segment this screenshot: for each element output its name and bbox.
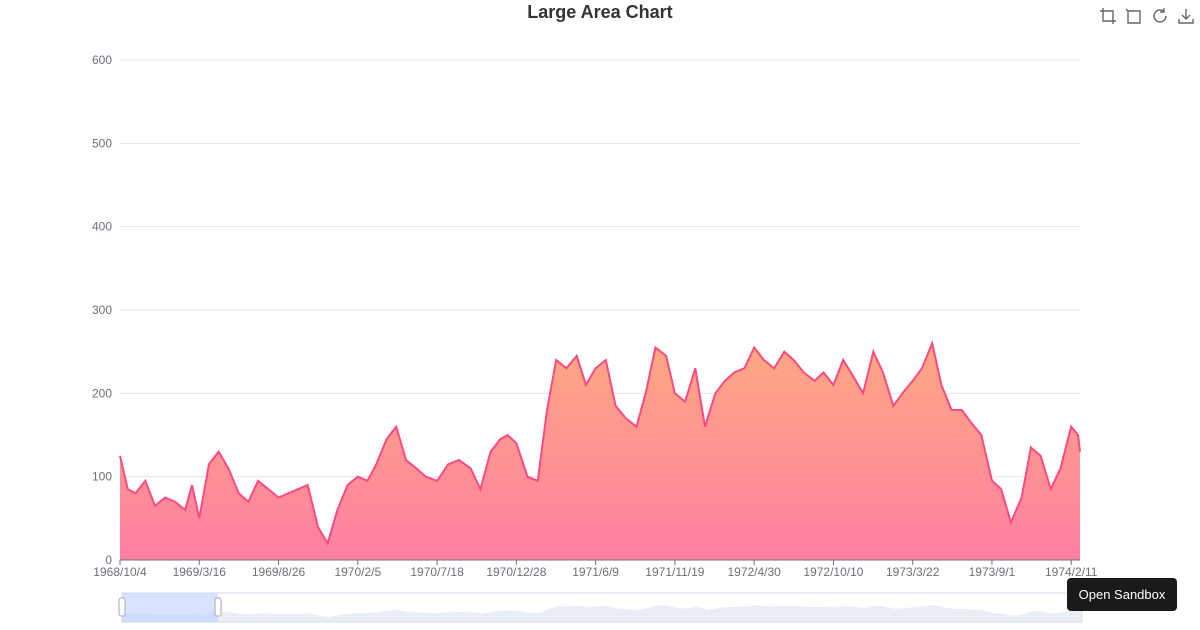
- zoom-reset-icon[interactable]: [1124, 6, 1144, 26]
- y-tick-label: 500: [92, 136, 112, 150]
- x-tick-label: 1971/11/19: [645, 565, 704, 579]
- x-tick-label: 1973/9/1: [969, 565, 1016, 579]
- x-tick-label: 1974/2/11: [1045, 565, 1098, 579]
- y-tick-label: 400: [92, 220, 112, 234]
- y-tick-label: 200: [92, 386, 112, 400]
- x-tick-label: 1970/12/28: [486, 565, 546, 579]
- chart-toolbox: [1098, 6, 1196, 26]
- area-series-line: [119, 339, 1081, 546]
- zoom-icon[interactable]: [1098, 6, 1118, 26]
- x-tick-label: 1970/2/5: [334, 565, 381, 579]
- y-tick-label: 300: [92, 303, 112, 317]
- x-tick-label: 1970/7/18: [410, 565, 464, 579]
- x-tick-label: 1972/4/30: [727, 565, 781, 579]
- data-zoom-shadow: [122, 605, 1082, 622]
- data-zoom-selected-range[interactable]: [122, 593, 218, 622]
- data-zoom-handle-right[interactable]: [214, 597, 222, 617]
- open-sandbox-button[interactable]: Open Sandbox: [1067, 578, 1177, 611]
- x-tick-label: 1969/3/16: [173, 565, 227, 579]
- y-tick-label: 0: [105, 553, 112, 567]
- data-zoom-handle-left[interactable]: [118, 597, 126, 617]
- save-image-icon[interactable]: [1176, 6, 1196, 26]
- area-series-fill: [120, 343, 1080, 560]
- x-tick-label: 1969/8/26: [252, 565, 306, 579]
- restore-icon[interactable]: [1150, 6, 1170, 26]
- y-axis: 0 100 200 300 400 500 600: [92, 53, 112, 567]
- x-tick-label: 1971/6/9: [572, 565, 619, 579]
- data-zoom-slider[interactable]: [118, 592, 1083, 623]
- chart-title: Large Area Chart: [527, 2, 673, 22]
- x-axis: 1968/10/4 1969/3/16 1969/8/26 1970/2/5 1970/…: [93, 560, 1098, 579]
- x-tick-label: 1972/10/10: [803, 565, 863, 579]
- y-tick-label: 600: [92, 53, 112, 67]
- x-tick-label: 1968/10/4: [93, 565, 147, 579]
- y-tick-label: 100: [92, 470, 112, 484]
- x-tick-label: 1973/3/22: [886, 565, 940, 579]
